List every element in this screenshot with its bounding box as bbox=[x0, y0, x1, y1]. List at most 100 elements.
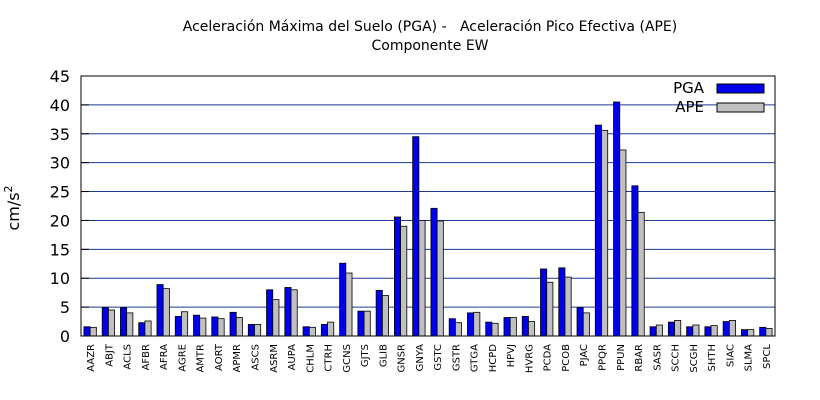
bar-ape-scch bbox=[674, 319, 682, 337]
x-tick-label: HPVJ bbox=[506, 344, 517, 367]
bars bbox=[83, 101, 773, 337]
x-tick-label: SPCL bbox=[762, 344, 773, 369]
y-axis-ticks: 0 5 10 15 20 25 30 35 40 45 bbox=[50, 67, 89, 346]
bar-pga-aort bbox=[211, 316, 219, 337]
y-axis-label-unit: cm/s bbox=[4, 192, 23, 230]
x-tick-label: AFBR bbox=[141, 344, 152, 370]
x-tick-label: AFRA bbox=[159, 344, 170, 370]
x-tick-label: GJTS bbox=[360, 344, 371, 367]
bar-ape-pcda bbox=[546, 281, 554, 337]
bar-ape-afra bbox=[162, 288, 170, 337]
bar-ape-gstc bbox=[436, 220, 444, 337]
x-tick-label: ASCS bbox=[251, 344, 262, 371]
x-tick-label: APMR bbox=[232, 344, 243, 372]
bar-ape-afbr bbox=[144, 320, 152, 337]
bar-pga-scgh bbox=[686, 326, 694, 337]
x-axis-labels: AAZR ABJT ACLS AFBR AFRA AGRE AMTR AORT APMR ASCS… bbox=[86, 343, 773, 373]
bar-pga-aazr bbox=[83, 326, 91, 337]
x-tick-label: GLIB bbox=[378, 344, 389, 367]
bar-ape-hvrg bbox=[528, 321, 536, 337]
legend-swatch-ape bbox=[716, 102, 765, 113]
y-tick-label: 20 bbox=[50, 211, 70, 230]
bar-ape-gtga bbox=[473, 311, 481, 337]
bar-pga-aupa bbox=[284, 287, 292, 337]
bar-pga-siac bbox=[722, 321, 730, 337]
bar-pga-hvrg bbox=[521, 315, 529, 337]
bar-ape-spcl bbox=[765, 328, 773, 337]
bar-pga-gjts bbox=[357, 310, 365, 337]
bar-pga-abjt bbox=[101, 307, 109, 337]
bar-pga-shth bbox=[704, 326, 712, 337]
x-tick-label: GNSR bbox=[397, 344, 408, 373]
bar-ape-glib bbox=[381, 295, 389, 337]
x-tick-label: SLMA bbox=[744, 344, 755, 372]
x-tick-label: ASRM bbox=[269, 344, 280, 373]
x-tick-label: GCNS bbox=[342, 344, 353, 373]
bar-ape-ppun bbox=[619, 149, 627, 337]
x-tick-label: GNYA bbox=[415, 344, 426, 372]
bar-pga-ascs bbox=[247, 324, 255, 337]
bar-ape-siac bbox=[728, 319, 736, 337]
y-tick-label: 0 bbox=[60, 327, 70, 346]
bar-pga-amtr bbox=[193, 314, 201, 337]
bar-pga-hpvj bbox=[503, 317, 511, 337]
x-tick-label: ACLS bbox=[123, 344, 134, 370]
x-tick-label: HVRG bbox=[524, 344, 535, 373]
x-tick-label: PJAC bbox=[579, 344, 590, 366]
bar-ape-ppqr bbox=[601, 129, 609, 337]
y-tick-label: 30 bbox=[50, 154, 70, 173]
bar-pga-gtga bbox=[467, 312, 475, 337]
bar-ape-gnsr bbox=[400, 225, 408, 337]
y-tick-label: 5 bbox=[60, 298, 70, 317]
bar-pga-sasr bbox=[649, 326, 657, 337]
bar-pga-acls bbox=[120, 307, 128, 337]
bar-ape-chlm bbox=[308, 326, 316, 337]
bar-ape-amtr bbox=[199, 317, 207, 337]
bar-pga-ctrh bbox=[320, 324, 328, 337]
legend: PGA APE bbox=[673, 79, 765, 116]
bar-ape-scgh bbox=[692, 324, 700, 337]
bar-pga-ppqr bbox=[594, 124, 602, 337]
x-tick-label: GTGA bbox=[470, 344, 481, 372]
legend-label-pga: PGA bbox=[673, 79, 705, 97]
x-tick-label: AUPA bbox=[287, 344, 298, 371]
bar-ape-pcob bbox=[564, 276, 572, 337]
bar-ape-agre bbox=[181, 311, 189, 337]
bar-pga-gnsr bbox=[393, 216, 402, 337]
x-tick-label: CHLM bbox=[305, 344, 316, 373]
bar-pga-spcl bbox=[759, 326, 767, 337]
bar-pga-gstc bbox=[430, 207, 438, 337]
bar-pga-apmr bbox=[229, 311, 237, 337]
x-tick-label: SCGH bbox=[689, 344, 700, 373]
y-axis-label-superscript: 2 bbox=[2, 185, 15, 192]
bar-ape-abjt bbox=[107, 309, 115, 337]
bar-pga-chlm bbox=[302, 326, 310, 337]
y-axis-label: cm/s2 bbox=[2, 185, 23, 230]
gridlines bbox=[81, 104, 775, 308]
bar-pga-afbr bbox=[138, 322, 146, 337]
bar-pga-hcpd bbox=[485, 321, 493, 337]
x-tick-label: AAZR bbox=[86, 344, 97, 372]
x-tick-label: AORT bbox=[214, 343, 225, 371]
bar-ape-pjac bbox=[582, 312, 590, 337]
bar-pga-scch bbox=[667, 321, 675, 337]
bar-pga-pcda bbox=[540, 268, 548, 337]
plot-frame bbox=[80, 75, 776, 337]
bar-pga-ppun bbox=[613, 101, 621, 337]
bar-pga-pcob bbox=[558, 267, 566, 337]
bar-pga-glib bbox=[375, 289, 383, 337]
y-tick-label: 35 bbox=[50, 125, 70, 144]
bar-ape-gcns bbox=[345, 272, 353, 337]
bar-ape-aupa bbox=[290, 289, 298, 337]
x-tick-label: RBAR bbox=[634, 344, 645, 372]
y-tick-label: 25 bbox=[50, 183, 70, 202]
bar-ape-ctrh bbox=[327, 321, 335, 337]
x-tick-label: GSTR bbox=[451, 344, 462, 371]
bar-ape-hpvj bbox=[509, 317, 517, 337]
x-tick-label: GSTC bbox=[433, 344, 444, 371]
x-tick-label: HCPD bbox=[488, 344, 499, 373]
bar-ape-ascs bbox=[254, 324, 262, 337]
x-tick-label: ABJT bbox=[104, 343, 115, 367]
bar-pga-slma bbox=[741, 329, 749, 337]
